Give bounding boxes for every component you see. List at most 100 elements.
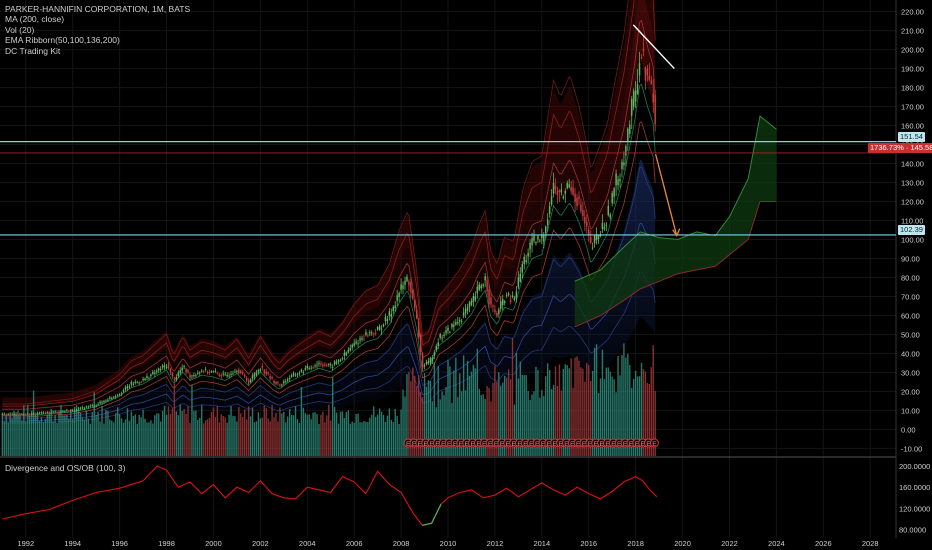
volume-bar	[124, 419, 127, 456]
volume-bar	[279, 407, 281, 456]
volume-bar	[609, 371, 611, 456]
price-tick-label: 200.00	[901, 46, 924, 55]
candle-body	[431, 357, 434, 362]
candle-body	[157, 368, 160, 371]
earnings-marker-label: E	[588, 441, 593, 448]
volume-bar	[302, 407, 305, 456]
volume-bar	[576, 356, 578, 456]
candle-body	[355, 341, 357, 344]
earnings-marker-label: E	[523, 441, 528, 448]
volume-bar	[328, 404, 330, 456]
candle-body	[222, 373, 224, 375]
candle-body	[472, 295, 475, 303]
price-tick-label: 10.00	[901, 406, 920, 415]
candle-body	[212, 371, 215, 373]
volume-bar	[9, 412, 11, 456]
candle-body	[296, 373, 299, 375]
volume-bar	[447, 359, 449, 456]
earnings-marker-label: E	[570, 441, 575, 448]
volume-bar	[363, 421, 365, 456]
volume-bar	[66, 414, 68, 456]
candle-body	[136, 381, 138, 383]
volume-bar	[603, 379, 606, 456]
oscillator-title[interactable]: Divergence and OS/OB (100, 3)	[5, 463, 126, 473]
earnings-marker-label: E	[582, 441, 587, 448]
volume-bar	[611, 376, 613, 456]
volume-bar	[320, 414, 322, 456]
volume-bar	[593, 347, 596, 456]
candle-body	[500, 301, 502, 309]
candle-body	[476, 286, 479, 294]
candle-body	[576, 198, 578, 206]
candle-body	[236, 370, 238, 372]
candle-body	[294, 374, 297, 376]
earnings-marker-label: E	[547, 441, 552, 448]
dc-kit-label[interactable]: DC Trading Kit	[5, 45, 61, 56]
volume-bar	[533, 391, 535, 456]
volume-bar	[330, 420, 332, 456]
volume-bar	[275, 412, 277, 456]
volume-bar	[261, 417, 263, 456]
candle-body	[148, 378, 150, 380]
volume-bar	[273, 417, 275, 456]
candle-body	[490, 297, 492, 305]
candle-body	[494, 309, 496, 313]
volume-bar	[414, 375, 416, 456]
time-tick-label: 2014	[533, 539, 550, 548]
volume-bar	[5, 415, 7, 456]
earnings-marker-label: E	[529, 441, 534, 448]
candle-body	[501, 299, 504, 306]
earnings-marker-label: E	[482, 441, 487, 448]
volume-bar	[521, 374, 523, 456]
volume-bar	[50, 408, 52, 456]
candle-body	[318, 362, 320, 364]
volume-bar	[251, 407, 254, 456]
earnings-marker-label: E	[629, 441, 634, 448]
candle-body	[408, 281, 410, 286]
candle-body	[271, 377, 273, 379]
volume-bar	[584, 381, 586, 456]
volume-bar	[460, 391, 463, 456]
candle-body	[146, 376, 148, 379]
volume-bar	[214, 417, 217, 456]
earnings-marker-label: E	[599, 441, 604, 448]
volume-bar	[281, 413, 283, 456]
candle-body	[68, 411, 70, 413]
candle-body	[631, 99, 633, 116]
volume-bar	[591, 370, 594, 456]
volume-bar	[128, 420, 131, 456]
volume-bar	[572, 387, 574, 456]
candle-body	[27, 413, 29, 415]
volume-bar	[195, 410, 197, 456]
volume-bar	[337, 423, 340, 456]
earnings-marker-label: E	[459, 441, 464, 448]
price-tick-label: 90.00	[901, 254, 920, 263]
candle-body	[586, 221, 588, 227]
candle-body	[44, 413, 47, 414]
volume-bar	[263, 405, 265, 456]
candle-body	[328, 364, 330, 365]
candle-body	[578, 196, 580, 199]
candle-body	[83, 408, 86, 410]
candle-body	[138, 382, 140, 384]
volume-bar	[83, 419, 86, 456]
candle-body	[437, 342, 439, 346]
price-tick-label: 160.00	[901, 122, 924, 131]
candle-body	[533, 235, 535, 241]
volume-bar	[535, 366, 537, 456]
volume-indicator-label[interactable]: Vol (20)	[5, 24, 35, 35]
candle-body	[230, 374, 232, 376]
volume-bar	[619, 375, 621, 456]
candle-body	[130, 382, 133, 385]
candle-body	[595, 234, 598, 241]
volume-bar	[240, 413, 242, 456]
candle-body	[226, 375, 228, 377]
volume-bar	[236, 421, 238, 456]
candle-body	[199, 372, 201, 374]
ema-ribbon-label[interactable]: EMA Ribborn(50,100,136,200)	[5, 35, 120, 46]
candle-body	[105, 400, 107, 402]
volume-bar	[515, 353, 518, 456]
candle-body	[572, 187, 574, 195]
volume-bar	[298, 422, 301, 456]
ma-indicator-label[interactable]: MA (200, close)	[5, 14, 65, 25]
